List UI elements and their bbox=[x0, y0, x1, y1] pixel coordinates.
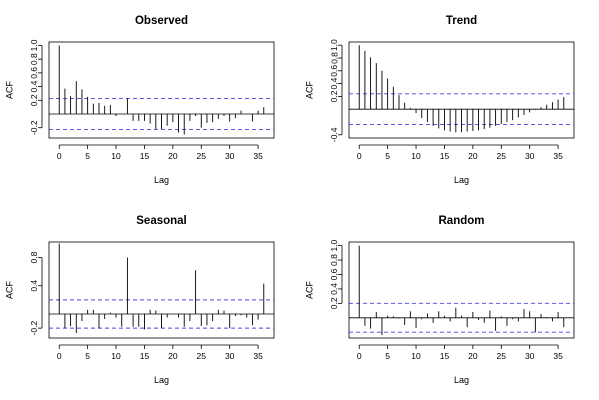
x-tick-label: 25 bbox=[197, 351, 207, 361]
x-tick-label: 10 bbox=[411, 351, 421, 361]
x-tick-label: 5 bbox=[85, 351, 90, 361]
x-tick-label: 10 bbox=[111, 151, 121, 161]
x-tick-label: 15 bbox=[440, 351, 450, 361]
panel-title: Seasonal bbox=[136, 215, 187, 227]
acf-panel-observed: Observed 0 5 10 15 20 25 30 35 -0.2 0.2 0.40.6 0.8 1.… bbox=[4, 15, 275, 185]
y-tick-label: 1.0 bbox=[29, 39, 39, 51]
y-axis-label: ACF bbox=[4, 280, 14, 299]
y-tick-label: 0.2 bbox=[329, 297, 339, 309]
x-tick-label: 10 bbox=[111, 351, 121, 361]
y-tick-label: 1.0 bbox=[329, 239, 339, 251]
x-tick-label: 15 bbox=[140, 351, 150, 361]
y-tick-label: 0.8 bbox=[329, 254, 339, 266]
y-axis-label: ACF bbox=[4, 80, 14, 99]
x-tick-label: 5 bbox=[85, 151, 90, 161]
plot-frame bbox=[48, 241, 275, 339]
x-tick-label: 35 bbox=[553, 151, 563, 161]
y-axis-label: ACF bbox=[304, 280, 314, 299]
y-tick-label: 0.8 bbox=[29, 53, 39, 65]
y-tick-label: 0.8 bbox=[29, 251, 39, 263]
x-tick-label: 15 bbox=[140, 151, 150, 161]
y-tick-label: 0.6 bbox=[29, 67, 39, 79]
x-tick-label: 30 bbox=[225, 151, 235, 161]
x-axis-label: Lag bbox=[154, 375, 169, 385]
y-axis-label: ACF bbox=[304, 80, 314, 99]
x-tick-label: 30 bbox=[225, 351, 235, 361]
plot-frame bbox=[48, 41, 275, 139]
y-tick-label: 0.4 bbox=[329, 283, 339, 295]
x-tick-label: 20 bbox=[168, 151, 178, 161]
x-tick-label: 25 bbox=[497, 151, 507, 161]
panel-title: Trend bbox=[446, 15, 477, 27]
x-tick-label: 0 bbox=[357, 351, 362, 361]
x-axis-label: Lag bbox=[454, 175, 469, 185]
x-tick-label: 20 bbox=[168, 351, 178, 361]
panel-title: Observed bbox=[135, 15, 188, 27]
panel-title: Random bbox=[439, 215, 485, 227]
x-tick-label: 30 bbox=[525, 351, 535, 361]
y-tick-label: 0.6 bbox=[329, 65, 339, 77]
x-tick-label: 0 bbox=[57, 151, 62, 161]
y-tick-label: -0.2 bbox=[29, 120, 39, 135]
x-tick-label: 20 bbox=[468, 151, 478, 161]
y-tick-label: 0.6 bbox=[329, 268, 339, 280]
y-tick-label: 0.2 bbox=[29, 94, 39, 106]
y-tick-label: 0.2 bbox=[329, 90, 339, 102]
y-tick-label: 0.4 bbox=[329, 77, 339, 89]
x-tick-label: 35 bbox=[253, 151, 263, 161]
x-tick-label: 10 bbox=[411, 151, 421, 161]
acf-panel-trend: Trend 0 5 10 15 20 25 30 35 -0.4 0.20.40.60.81.0 La… bbox=[304, 15, 575, 185]
y-tick-label: 0.8 bbox=[329, 52, 339, 64]
x-tick-label: 25 bbox=[497, 351, 507, 361]
x-tick-label: 30 bbox=[525, 151, 535, 161]
plot-frame bbox=[348, 241, 575, 339]
x-tick-label: 35 bbox=[253, 351, 263, 361]
x-tick-label: 20 bbox=[468, 351, 478, 361]
y-tick-label: 1.0 bbox=[329, 39, 339, 51]
x-axis-label: Lag bbox=[454, 375, 469, 385]
x-tick-label: 5 bbox=[385, 351, 390, 361]
x-tick-label: 5 bbox=[385, 151, 390, 161]
x-tick-label: 25 bbox=[197, 151, 207, 161]
y-tick-label: -0.2 bbox=[29, 321, 39, 336]
y-tick-label: -0.4 bbox=[329, 127, 339, 142]
acf-panel-random: Random 0 5 10 15 20 25 30 35 0.2 0.4 0.6 0.8 1.0 Lag AC… bbox=[304, 215, 575, 385]
y-tick-label: 0.4 bbox=[29, 80, 39, 92]
x-tick-label: 35 bbox=[553, 351, 563, 361]
x-tick-label: 15 bbox=[440, 151, 450, 161]
x-tick-label: 0 bbox=[57, 351, 62, 361]
y-tick-label: 0.4 bbox=[29, 280, 39, 292]
acf-panel-seasonal: Seasonal 0 5 10 15 20 25 30 35 -0.2 0.4 0.8 Lag ACF bbox=[4, 215, 275, 385]
plot-frame bbox=[348, 41, 575, 139]
x-tick-label: 0 bbox=[357, 151, 362, 161]
x-axis-label: Lag bbox=[154, 175, 169, 185]
